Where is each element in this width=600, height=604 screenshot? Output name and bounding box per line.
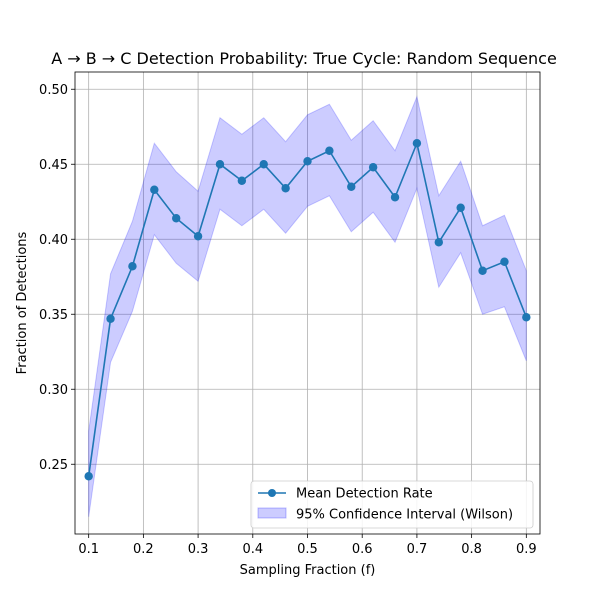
series-layer bbox=[84, 139, 531, 481]
data-point bbox=[281, 184, 290, 193]
confidence-band-layer bbox=[88, 95, 527, 517]
y-tick-label: 0.40 bbox=[39, 233, 68, 248]
data-point bbox=[500, 257, 509, 266]
x-tick-label: 0.6 bbox=[352, 542, 373, 557]
data-point bbox=[412, 139, 422, 148]
legend: Mean Detection Rate 95% Confidence Inter… bbox=[250, 480, 534, 529]
chart-title: A → B → C Detection Probability: True Cy… bbox=[51, 49, 557, 68]
legend-label-band: 95% Confidence Interval (Wilson) bbox=[296, 508, 513, 523]
data-point bbox=[303, 157, 312, 166]
data-point bbox=[368, 163, 378, 172]
x-tick-label: 0.4 bbox=[242, 542, 263, 557]
data-point bbox=[215, 160, 225, 169]
data-point bbox=[347, 182, 356, 191]
x-tick-label: 0.3 bbox=[188, 542, 209, 557]
data-point bbox=[237, 176, 247, 185]
x-tick-label: 0.9 bbox=[516, 542, 537, 557]
x-tick-label: 0.2 bbox=[133, 542, 154, 557]
data-point bbox=[172, 214, 181, 223]
data-point bbox=[456, 203, 465, 212]
legend-label-mean: Mean Detection Rate bbox=[296, 487, 433, 502]
data-point bbox=[522, 313, 531, 322]
x-axis-label: Sampling Fraction (f) bbox=[240, 563, 376, 578]
data-point bbox=[128, 262, 137, 271]
y-tick-label: 0.35 bbox=[39, 308, 68, 323]
legend-band-swatch bbox=[257, 507, 287, 519]
data-point bbox=[259, 160, 268, 169]
data-point bbox=[150, 185, 159, 194]
data-point bbox=[84, 472, 93, 481]
data-point bbox=[325, 146, 334, 155]
legend-marker-swatch bbox=[268, 489, 276, 497]
data-point bbox=[478, 266, 487, 275]
data-point bbox=[434, 238, 443, 247]
axis-ticks: 0.1 0.2 0.3 0.4 0.5 0.6 0.7 0.8 0.9 0.25 0.30 0.35 0… bbox=[39, 83, 537, 557]
x-tick-label: 0.8 bbox=[461, 542, 482, 557]
data-point bbox=[390, 193, 400, 202]
x-tick-label: 0.5 bbox=[297, 542, 318, 557]
data-point bbox=[106, 314, 115, 323]
y-tick-label: 0.50 bbox=[39, 83, 68, 98]
x-tick-label: 0.7 bbox=[407, 542, 428, 557]
y-tick-label: 0.45 bbox=[39, 158, 68, 173]
legend-box bbox=[250, 480, 534, 529]
x-tick-label: 0.1 bbox=[78, 542, 99, 557]
y-tick-label: 0.25 bbox=[39, 458, 68, 473]
y-axis-label: Fraction of Detections bbox=[15, 231, 30, 374]
data-point bbox=[193, 232, 203, 241]
confidence-band bbox=[88, 95, 527, 517]
y-tick-label: 0.30 bbox=[39, 383, 68, 398]
